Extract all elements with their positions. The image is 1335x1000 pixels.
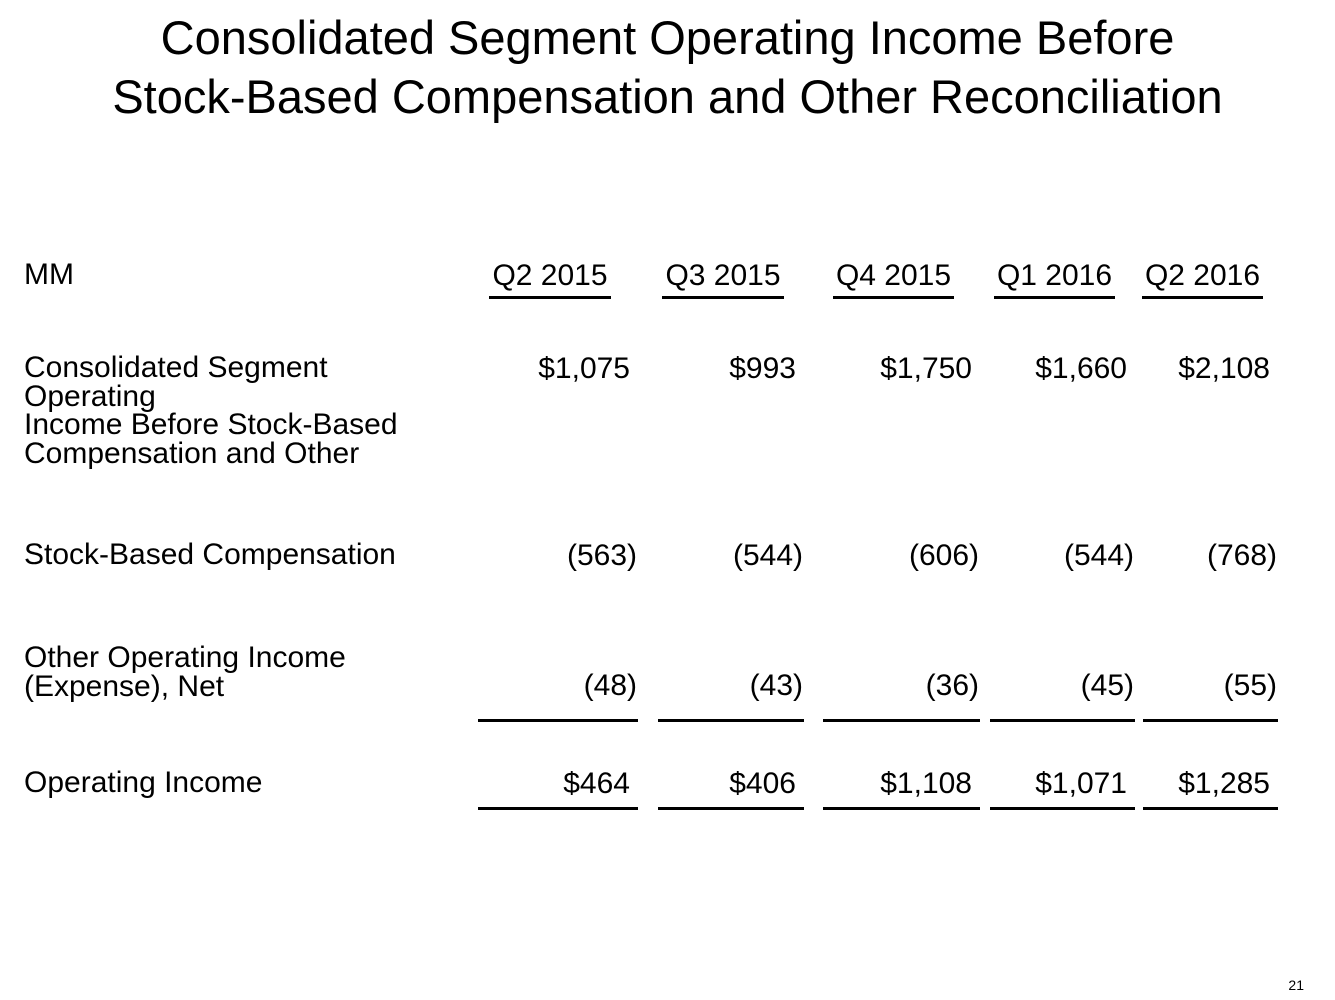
value-cell: (563) (566, 539, 637, 573)
value-cell: (544) (732, 539, 803, 573)
value-cell: (606) (908, 539, 979, 573)
value-cell: $1,108 (880, 767, 972, 801)
value-cell: $2,108 (1178, 352, 1270, 386)
unit-label: MM (24, 258, 74, 292)
column-header-q3-2015: Q3 2015 (662, 261, 784, 300)
empty-cell (24, 719, 459, 722)
value-cell: $1,750 (880, 352, 972, 386)
row-label-line: (Expense), Net (24, 669, 225, 703)
total-rule (1135, 807, 1278, 811)
value-cell: (48) (583, 669, 637, 703)
value-cell: $993 (729, 352, 796, 386)
subtotal-rule (459, 719, 638, 723)
column-header-q2-2015: Q2 2015 (489, 261, 611, 300)
row-label-line: Consolidated Segment Operating (24, 351, 328, 413)
value-cell: $464 (563, 767, 630, 801)
column-header-cell: Q2 2016 (1135, 261, 1278, 300)
total-rule (638, 807, 804, 811)
column-header-q1-2016: Q1 2016 (993, 261, 1116, 300)
column-header-q2-2016: Q2 2016 (1141, 261, 1264, 300)
value-cell: (45) (1080, 669, 1134, 703)
subtotal-rule (980, 719, 1135, 723)
column-header-cell: Q1 2016 (980, 261, 1135, 300)
subtotal-rule (638, 719, 804, 723)
value-cell: (43) (749, 669, 803, 703)
total-rule (804, 807, 980, 811)
total-rule-row (24, 807, 1278, 811)
slide-title: Consolidated Segment Operating Income Be… (0, 8, 1335, 126)
page-number: 21 (1288, 977, 1304, 993)
value-cell: $1,285 (1178, 767, 1270, 801)
value-cell: (55) (1223, 669, 1277, 703)
title-line-2: Stock-Based Compensation and Other Recon… (112, 70, 1223, 124)
reconciliation-table: MM Q2 2015 Q3 2015 Q4 2015 Q1 2016 Q2 20… (24, 258, 1278, 811)
total-rule (980, 807, 1135, 811)
value-cell: (544) (1063, 539, 1134, 573)
total-rule (459, 807, 638, 811)
empty-cell (24, 807, 459, 810)
value-cell: $1,071 (1035, 767, 1127, 801)
table-row-operating-income: Operating Income $464 $406 $1,108 $1,071… (24, 766, 1278, 801)
subtotal-rule (804, 719, 980, 723)
row-label: Stock-Based Compensation (24, 538, 396, 572)
column-header-cell: Q2 2015 (459, 261, 638, 300)
row-label-line: Income Before Stock-Based (24, 408, 398, 442)
row-label-line: Compensation and Other (24, 436, 360, 470)
table-row-consolidated-segment-operating-income: Consolidated Segment Operating Income Be… (24, 351, 1278, 470)
value-cell: $406 (729, 767, 796, 801)
column-header-cell: Q4 2015 (804, 261, 980, 300)
table-row-other-operating-income-expense-net: Other Operating Income (Expense), Net (4… (24, 641, 1278, 703)
row-label: Consolidated Segment Operating Income Be… (24, 351, 459, 470)
value-cell: $1,660 (1035, 352, 1127, 386)
subtotal-rule (1135, 719, 1278, 723)
subtotal-rule-row (24, 719, 1278, 723)
table-row-stock-based-compensation: Stock-Based Compensation (563) (544) (60… (24, 538, 1278, 573)
table-header-row: MM Q2 2015 Q3 2015 Q4 2015 Q1 2016 Q2 20… (24, 258, 1278, 300)
value-cell: $1,075 (538, 352, 630, 386)
value-cell: (768) (1206, 539, 1277, 573)
row-label: Other Operating Income (Expense), Net (24, 641, 459, 703)
column-header-q4-2015: Q4 2015 (832, 261, 955, 300)
value-cell: (36) (925, 669, 979, 703)
row-label-line: Other Operating Income (24, 641, 346, 675)
column-header-cell: Q3 2015 (638, 261, 804, 300)
row-label: Operating Income (24, 766, 263, 800)
title-line-1: Consolidated Segment Operating Income Be… (160, 11, 1175, 64)
